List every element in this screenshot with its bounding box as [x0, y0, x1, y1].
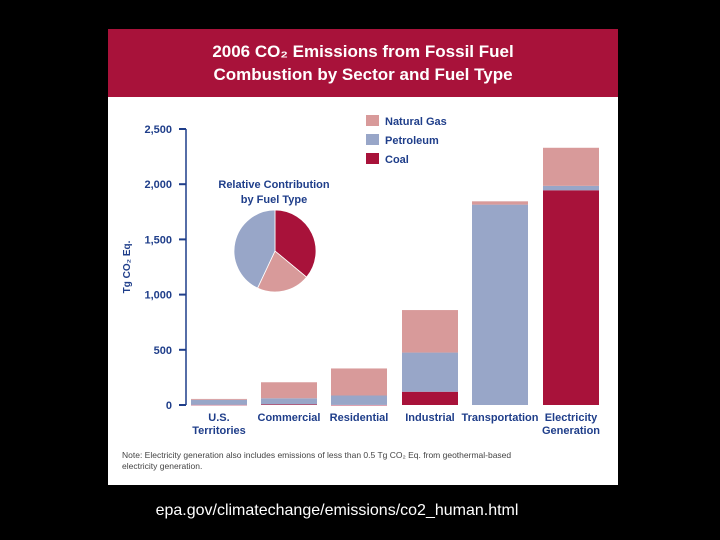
pie-title-line: Relative Contribution — [218, 179, 330, 191]
y-tick-label: 1,000 — [144, 290, 172, 302]
bar-coal — [191, 404, 247, 406]
y-tick-label: 500 — [154, 345, 172, 357]
note-line-1: Note: Electricity generation also includ… — [122, 450, 512, 460]
y-tick-label: 0 — [166, 400, 172, 412]
bar-petroleum — [261, 398, 317, 405]
y-tick-label: 2,500 — [144, 124, 172, 136]
chart-svg: 0 500 1,000 1,500 2,000 2,500 Tg CO₂ Eq. U.S.Te… — [122, 115, 600, 437]
title-line-1: 2006 CO₂ Emissions from Fossil Fuel — [212, 42, 514, 61]
bar-petroleum — [331, 395, 387, 405]
legend-label: Petroleum — [385, 135, 439, 147]
y-tick-label: 2,000 — [144, 179, 172, 191]
bar-coal — [543, 190, 599, 405]
pie-slice-petroleum — [233, 209, 276, 289]
bar-coal — [402, 391, 458, 405]
chart-header: 2006 CO₂ Emissions from Fossil Fuel Comb… — [108, 29, 618, 97]
legend-swatch-petroleum — [366, 134, 379, 145]
bar-petroleum — [402, 352, 458, 392]
bar-petroleum — [472, 204, 528, 405]
title-line-2: Combustion by Sector and Fuel Type — [213, 65, 513, 84]
x-tick-label: Transportation — [461, 412, 538, 424]
bar-natural-gas — [402, 310, 458, 353]
bar-natural-gas — [472, 201, 528, 205]
bar-coal — [261, 404, 317, 405]
note-line-2: electricity generation. — [122, 461, 203, 471]
legend-label: Coal — [385, 154, 409, 166]
bar-petroleum — [191, 399, 247, 405]
bar-natural-gas — [261, 382, 317, 399]
x-tick-label: Residential — [330, 412, 389, 424]
bar-natural-gas — [191, 398, 247, 400]
chart-panel: 2006 CO₂ Emissions from Fossil Fuel Comb… — [108, 29, 618, 485]
legend-label: Natural Gas — [385, 116, 447, 128]
legend-swatch-natural-gas — [366, 115, 379, 126]
bar-natural-gas — [331, 368, 387, 396]
legend-swatch-coal — [366, 153, 379, 164]
bar-natural-gas — [543, 147, 599, 186]
bar-petroleum — [543, 185, 599, 191]
pie-slice-coal — [274, 209, 317, 278]
bar-coal — [331, 404, 387, 406]
x-tick-label: U.S. — [208, 412, 229, 424]
x-tick-label: Generation — [542, 425, 600, 437]
x-tick-label: Territories — [192, 425, 246, 437]
x-tick-label: Industrial — [405, 412, 455, 424]
chart-note: Note: Electricity generation also includ… — [122, 450, 602, 472]
x-tick-label: Electricity — [545, 412, 598, 424]
x-tick-label: Commercial — [258, 412, 321, 424]
y-tick-label: 1,500 — [144, 234, 172, 246]
pie-title-line: by Fuel Type — [241, 194, 307, 206]
pie-slice-natural-gas — [257, 250, 308, 293]
source-url: epa.gov/climatechange/emissions/co2_huma… — [155, 502, 519, 519]
y-axis-label: Tg CO₂ Eq. — [122, 240, 133, 293]
